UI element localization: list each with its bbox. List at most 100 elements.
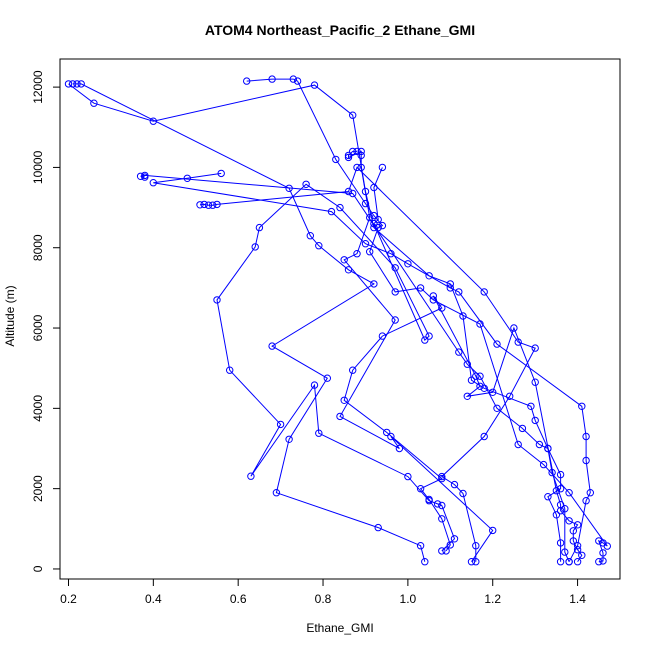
data-point (353, 250, 361, 258)
data-point (421, 336, 429, 344)
data-point (387, 250, 395, 258)
y-tick-label: 2000 (31, 475, 45, 502)
data-point (349, 366, 357, 374)
data-point (573, 542, 582, 550)
data-point (446, 280, 454, 288)
data-point (438, 547, 446, 555)
data-point (200, 200, 208, 209)
y-tick-label: 6000 (31, 314, 45, 341)
data-point (472, 558, 480, 566)
series-9 (64, 80, 573, 566)
data-point (421, 558, 429, 566)
data-point (472, 372, 480, 380)
data-point (433, 500, 442, 508)
x-axis: 0.2 0.4 0.6 0.8 1.0 1.2 1.4 (60, 578, 586, 606)
data-point (429, 296, 437, 304)
chart-title: ATOM4 Northeast_Pacific_2 Ethane_GMI (205, 22, 475, 38)
data-point (404, 472, 412, 481)
data-point (535, 440, 544, 449)
data-point (429, 292, 437, 300)
data-point (344, 266, 353, 274)
data-point (556, 470, 565, 479)
data-point (349, 189, 357, 198)
data-point (349, 147, 357, 156)
y-axis: 0 2000 4000 6000 8000 10000 12000 (31, 70, 61, 572)
data-point (370, 280, 378, 288)
data-point (544, 493, 552, 501)
data-point (442, 547, 450, 555)
data-point (344, 187, 353, 196)
data-point (310, 81, 319, 89)
data-point (349, 111, 357, 119)
data-point (357, 151, 365, 160)
data-point (472, 542, 480, 550)
data-point (395, 444, 404, 453)
y-tick-label: 8000 (31, 234, 45, 261)
data-point (459, 489, 467, 498)
data-point (552, 487, 561, 495)
data-point (489, 526, 497, 535)
data-point (544, 444, 552, 453)
data-point (213, 296, 221, 304)
data-point (378, 163, 387, 172)
data-point (276, 420, 285, 429)
data-point (361, 187, 370, 196)
data-point (226, 366, 234, 374)
data-point (336, 412, 344, 421)
data-point (149, 117, 158, 125)
data-point (455, 348, 463, 356)
data-point (476, 382, 484, 390)
data-point (387, 432, 395, 441)
x-tick-label: 1.4 (569, 592, 586, 606)
data-point (565, 558, 573, 566)
series-4 (340, 292, 586, 566)
data-point (243, 77, 251, 85)
data-point (404, 260, 412, 268)
series-line (72, 83, 426, 562)
data-point (455, 288, 463, 296)
data-point (510, 324, 518, 332)
data-point (573, 521, 582, 529)
data-point (582, 497, 590, 505)
data-point (310, 381, 319, 389)
series-line (68, 83, 570, 562)
data-point (425, 272, 433, 280)
data-point (378, 221, 387, 230)
data-point (353, 147, 361, 156)
data-point (578, 551, 586, 559)
y-tick-label: 12000 (31, 70, 45, 104)
data-point (378, 332, 387, 340)
data-point (539, 460, 548, 469)
data-point (561, 548, 569, 556)
data-point (450, 535, 459, 543)
data-point (141, 173, 149, 181)
data-point (302, 180, 310, 189)
data-point (463, 392, 471, 400)
y-tick-label: 4000 (31, 395, 45, 422)
data-point (366, 248, 374, 256)
data-point (480, 432, 488, 441)
y-axis-label: Altitude (m) (3, 285, 17, 346)
data-point (416, 542, 425, 550)
data-point (446, 541, 454, 549)
y-tick-label: 10000 (31, 150, 45, 184)
data-point (599, 549, 607, 557)
data-point (582, 456, 590, 465)
data-point (438, 501, 446, 510)
x-tick-label: 0.2 (60, 592, 77, 606)
data-point (425, 332, 433, 340)
data-point (599, 557, 607, 565)
data-point (315, 429, 323, 437)
data-point (285, 435, 293, 443)
data-point (595, 558, 603, 566)
x-tick-label: 1.2 (484, 592, 501, 606)
data-point (255, 223, 264, 232)
data-point (289, 75, 297, 83)
data-point (73, 80, 81, 88)
data-point (531, 416, 539, 425)
data-point (416, 284, 425, 292)
data-point (480, 384, 488, 392)
data-point (467, 376, 476, 384)
data-point (556, 558, 565, 566)
